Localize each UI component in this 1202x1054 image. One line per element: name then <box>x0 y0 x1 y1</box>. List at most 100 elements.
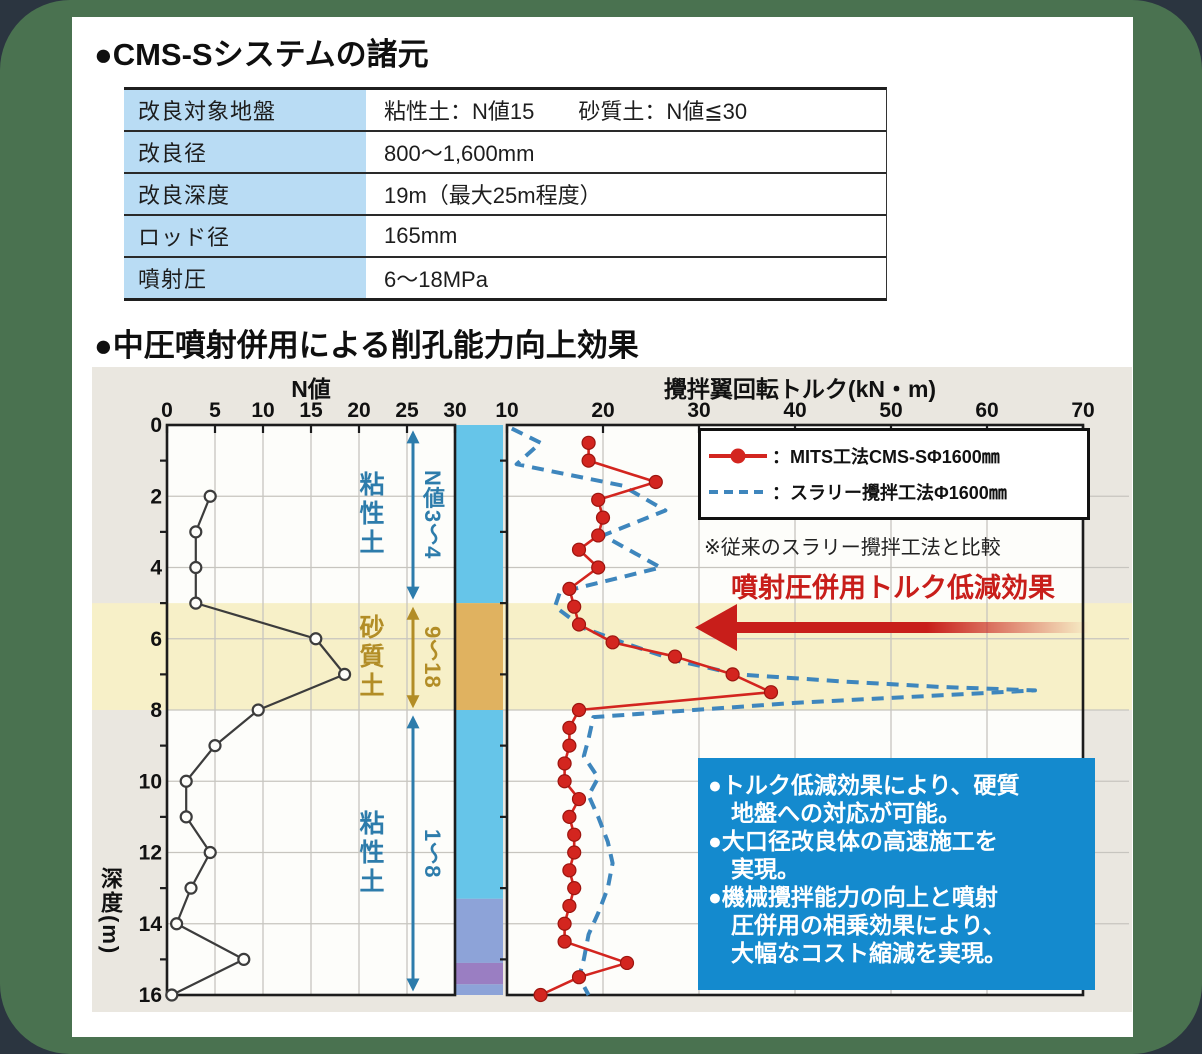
mits-data-point <box>725 667 740 682</box>
table-row-value: 6〜18MPa <box>384 267 488 292</box>
mits-data-point <box>595 510 611 525</box>
table-row-value: 165mm <box>384 223 458 248</box>
table-row-value: 粘性土：N値15 砂質土：N値≦30 <box>384 99 748 124</box>
spec-table: 改良対象地盤 粘性土：N値15 砂質土：N値≦30 改良径 800〜1,600mm 改良… <box>124 87 887 301</box>
mits-data-point <box>567 881 582 896</box>
legend-label-mits: ：MITS工法CMS-SΦ1600㎜ <box>772 447 1000 467</box>
soil-column-segment <box>455 984 503 995</box>
mits-data-point <box>562 898 577 914</box>
soil-section-name-2: 粘性土 <box>356 809 384 897</box>
table-row-value: 19m（最大25m程度） <box>384 183 602 208</box>
arrowhead-up-icon <box>406 430 420 444</box>
torque-axis-title: 攪拌翼回転トルク(kN・m) <box>663 376 937 402</box>
n-value-data-point <box>179 774 193 788</box>
table-row-value: 800〜1,600mm <box>384 141 535 166</box>
axis-tick-label: 60 <box>975 399 998 422</box>
arrowhead-down-icon <box>406 586 420 600</box>
n-value-data-point <box>165 988 179 1002</box>
n-value-data-point <box>309 632 323 646</box>
axis-tick-label: 10 <box>495 399 518 422</box>
table-row-label: 改良深度 <box>124 174 366 214</box>
mits-data-point <box>557 934 572 949</box>
mits-data-point <box>557 774 572 789</box>
soil-section-range-2: 1〜8 <box>420 828 445 879</box>
blue-dashed-swatch-icon <box>709 490 767 494</box>
mits-data-point <box>562 809 577 824</box>
mits-data-point <box>567 845 582 860</box>
mits-data-point <box>591 528 606 543</box>
mits-data-point <box>557 916 572 931</box>
n-value-data-point <box>189 596 203 610</box>
soil-column-segment <box>455 710 503 899</box>
benefit-item: ●トルク低減効果により、硬質 地盤への対応が可能。 <box>708 772 1020 827</box>
soil-section-name-1: 砂質土 <box>356 613 384 701</box>
n-value-data-point <box>189 525 203 539</box>
arrowhead-down-icon <box>406 695 420 709</box>
legend-item-mits: ：MITS工法CMS-SΦ1600㎜ <box>709 443 1079 469</box>
benefits-box: ●トルク低減効果により、硬質 地盤への対応が可能。 ●大口径改良体の高速施工を … <box>698 758 1095 990</box>
mits-data-point <box>562 863 577 878</box>
mits-data-point <box>581 435 596 450</box>
axis-tick-label: 0 <box>161 399 173 422</box>
depth-tick-label: 6 <box>150 628 162 651</box>
soil-column-segment <box>455 962 503 985</box>
mits-data-point <box>562 738 577 753</box>
n-value-data-point <box>179 810 193 824</box>
document-page: ●CMS-Sシステムの諸元 改良対象地盤 粘性土：N値15 砂質土：N値≦30 改良… <box>72 17 1133 1037</box>
section-title-specs: ●CMS-Sシステムの諸元 <box>94 37 429 72</box>
depth-tick-label: 16 <box>139 984 162 1007</box>
axis-tick-label: 5 <box>209 399 221 422</box>
depth-tick-label: 10 <box>139 770 162 793</box>
mits-data-point <box>763 685 779 700</box>
mits-data-point <box>533 987 548 1003</box>
axis-tick-label: 30 <box>687 399 710 422</box>
table-row-label: 噴射圧 <box>124 258 366 298</box>
mits-data-point <box>648 474 663 490</box>
benefit-item: ●機械攪拌能力の向上と噴射 圧併用の相乗効果により、 大幅なコスト縮減を実現。 <box>708 884 1007 967</box>
mits-data-point <box>557 756 572 771</box>
table-row-label: ロッド径 <box>124 216 366 256</box>
soil-column-segment <box>455 425 503 604</box>
depth-tick-label: 2 <box>150 485 162 508</box>
depth-tick-label: 12 <box>139 842 162 865</box>
n-value-data-point <box>184 881 198 895</box>
comparison-note: ※従来のスラリー攪拌工法と比較 <box>704 537 1001 559</box>
axis-tick-label: 20 <box>347 399 370 422</box>
depth-tick-label: 0 <box>150 414 162 437</box>
soil-column-segment <box>455 603 503 710</box>
mits-data-point <box>571 617 587 632</box>
chart-legend: ：MITS工法CMS-SΦ1600㎜ ：スラリー攪拌工法Φ1600㎜ <box>698 428 1090 520</box>
table-row: 噴射圧 6〜18MPa <box>124 258 886 298</box>
mits-data-point <box>571 542 587 557</box>
mits-data-point <box>619 955 635 971</box>
mits-data-point <box>567 599 582 614</box>
axis-tick-label: 70 <box>1071 399 1094 422</box>
n-value-data-point <box>237 952 251 966</box>
n-value-data-point <box>251 703 265 717</box>
mits-data-point <box>571 791 587 807</box>
n-value-axis-title: N値 <box>291 376 331 402</box>
table-row-label: 改良径 <box>124 132 366 172</box>
red-arrow-head-icon <box>695 604 737 651</box>
axis-tick-label: 15 <box>299 399 323 422</box>
mits-data-point <box>571 970 587 985</box>
mits-data-point <box>571 702 587 718</box>
table-row-label: 改良対象地盤 <box>124 90 366 130</box>
soil-column-segment <box>455 898 503 963</box>
axis-tick-label: 30 <box>443 399 466 422</box>
axis-tick-label: 40 <box>783 399 806 422</box>
n-value-data-point <box>203 845 217 860</box>
red-line-dot-swatch-icon <box>709 454 767 458</box>
depth-tick-label: 14 <box>139 913 163 936</box>
table-row: 改良径 800〜1,600mm <box>124 132 886 174</box>
n-value-data-point <box>338 667 352 681</box>
n-value-data-point <box>169 917 184 931</box>
table-row: 改良深度 19m（最大25m程度） <box>124 174 886 216</box>
torque-reduction-callout: 噴射圧併用トルク低減効果 <box>731 573 1055 603</box>
section-title-effect: ●中圧噴射併用による削孔能力向上効果 <box>94 328 639 363</box>
mits-data-point <box>562 720 577 735</box>
mits-data-point <box>667 649 683 664</box>
mits-data-point <box>605 635 620 650</box>
mits-data-point <box>591 560 606 575</box>
legend-item-slurry: ：スラリー攪拌工法Φ1600㎜ <box>709 479 1079 505</box>
